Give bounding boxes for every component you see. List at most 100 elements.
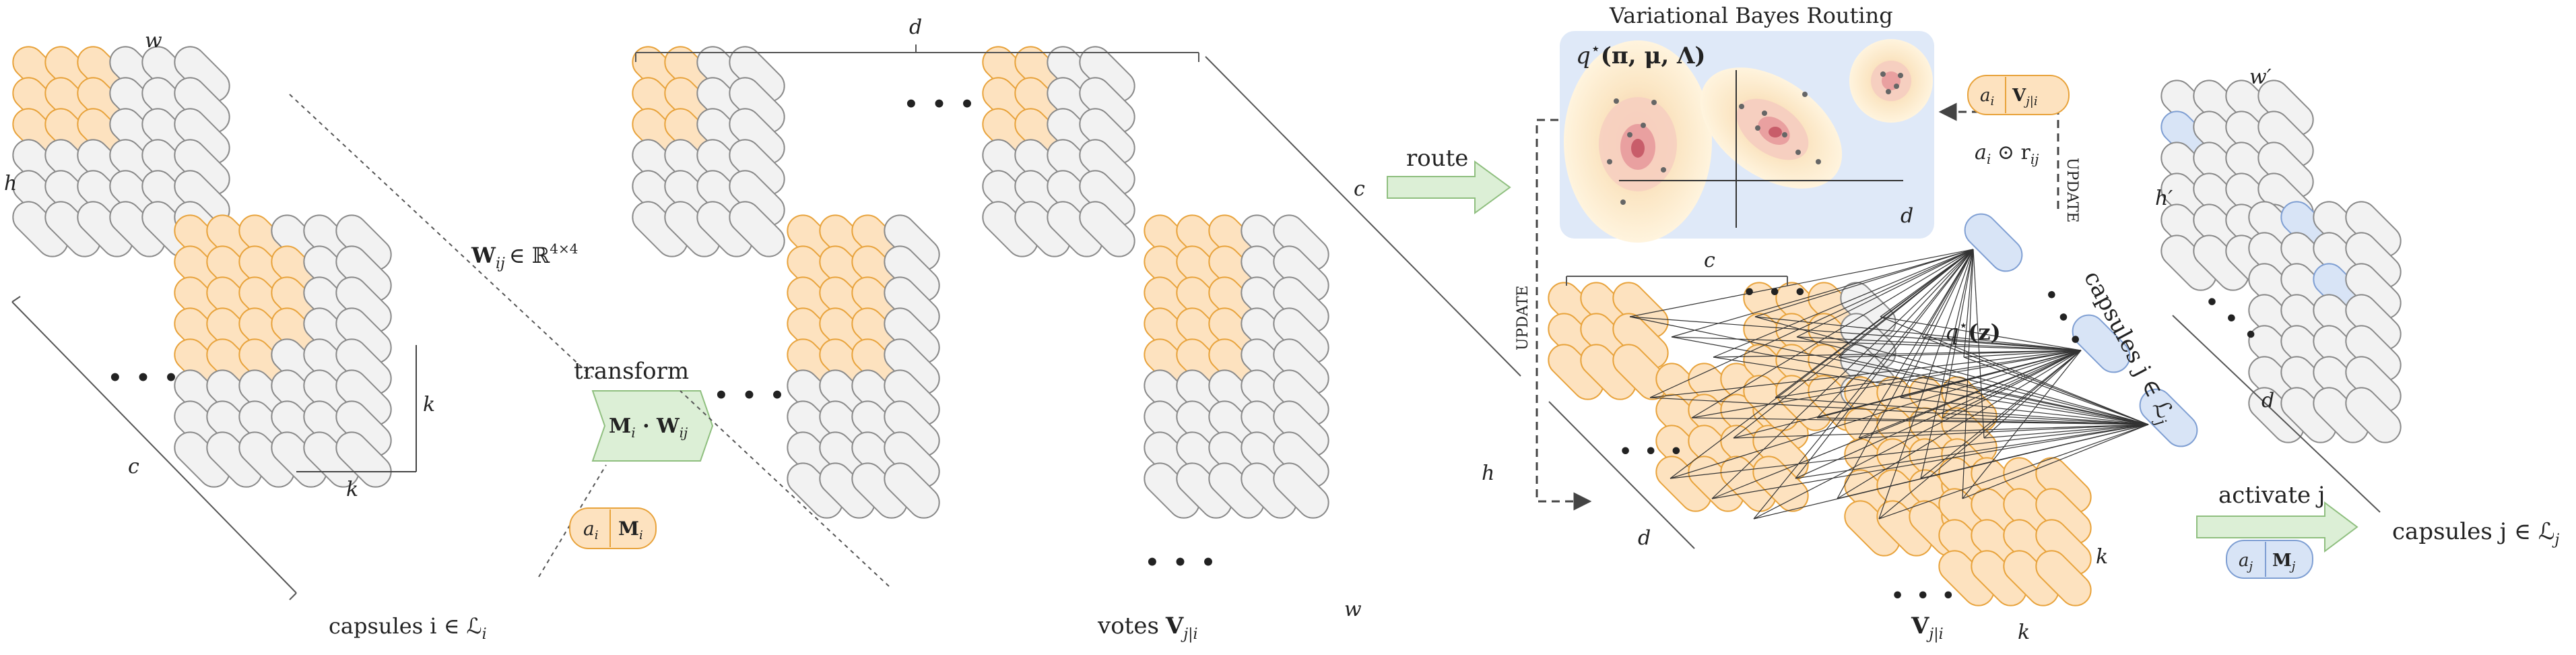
route-section: route bbox=[1387, 145, 1511, 214]
routing-dots-bottom: • • • bbox=[1891, 584, 1957, 608]
routing-d-label: d bbox=[1638, 526, 1651, 550]
input-c-label: c bbox=[128, 455, 139, 478]
routing-line bbox=[1753, 350, 2082, 520]
votes-block-annotations: d c h w • • • • • • votes Vj|i bbox=[635, 15, 1521, 643]
routing-line bbox=[1921, 336, 2149, 425]
vb-point bbox=[1762, 111, 1767, 116]
vote-pose-v: Vj|i bbox=[2012, 86, 2038, 108]
transform-shape bbox=[591, 390, 714, 462]
routing-d-bracket bbox=[1548, 401, 1695, 549]
votes-dashed-link bbox=[680, 390, 890, 587]
vb-point bbox=[1898, 73, 1903, 78]
routing-line bbox=[1691, 417, 2149, 425]
routing-line bbox=[1713, 356, 2149, 425]
vb-point bbox=[1894, 84, 1899, 89]
input-c-bracket-end2 bbox=[289, 592, 297, 600]
parent-capsules bbox=[1964, 213, 2198, 447]
routing-line bbox=[1754, 316, 2082, 351]
routing-line bbox=[1962, 249, 1974, 499]
routing-line bbox=[1962, 424, 2149, 499]
votes-dots-bottom: • • • bbox=[1145, 549, 1218, 576]
votes-c-label: c bbox=[1354, 177, 1365, 201]
vb-title: Variational Bayes Routing bbox=[1609, 3, 1893, 28]
transform-section: transform Mi · Wij ai Mi • • • bbox=[569, 358, 787, 549]
vb-point bbox=[1661, 167, 1666, 173]
routing-line bbox=[1795, 424, 2149, 479]
vb-point bbox=[1739, 104, 1744, 109]
input-dots: • • • bbox=[108, 365, 181, 392]
vb-point bbox=[1641, 123, 1646, 128]
routing-line bbox=[1629, 316, 2082, 351]
routing-line bbox=[1963, 249, 1974, 358]
vb-point bbox=[1614, 98, 1619, 104]
routing-line bbox=[1858, 249, 1974, 439]
input-capsule bbox=[335, 431, 392, 488]
routing-line bbox=[1816, 249, 1974, 418]
input-caption: capsules i ∈ ℒi bbox=[329, 613, 487, 643]
responsibility-label: ai ⊙ rij bbox=[1975, 141, 2039, 167]
kernel-k-vertical: k bbox=[423, 393, 435, 416]
update-label-left: UPDATE bbox=[1515, 286, 1531, 350]
vb-point bbox=[1795, 150, 1801, 155]
route-arrow bbox=[1387, 160, 1511, 214]
parent-capsule bbox=[2139, 388, 2198, 447]
routing-line bbox=[1733, 424, 2149, 439]
activate-label: activate j bbox=[2218, 482, 2325, 509]
vote-pose-pill bbox=[1967, 75, 2070, 115]
transform-formula: Mi · Wij bbox=[609, 414, 688, 441]
weight-matrix-label: Wij ∈ ℝ4×4 bbox=[471, 241, 578, 272]
vote-capsule bbox=[1273, 462, 1329, 519]
routing-dots-top: • • • bbox=[1743, 281, 1809, 305]
routing-line bbox=[1942, 350, 2082, 418]
routing-line bbox=[1796, 336, 2149, 425]
qz-label: q⋆(z) bbox=[1945, 317, 2001, 345]
input-w-label: w bbox=[145, 29, 162, 53]
routing-line bbox=[1920, 350, 2082, 479]
output-pose-a: aj bbox=[2239, 551, 2253, 573]
routing-line bbox=[1796, 249, 1974, 338]
input-pose-a: ai bbox=[583, 518, 598, 542]
routing-line bbox=[1963, 356, 2149, 425]
output-w-label: w′ bbox=[2249, 65, 2272, 89]
routing-line bbox=[1775, 397, 2149, 425]
routing-capsule bbox=[1612, 344, 1669, 400]
routing-line bbox=[1900, 350, 2082, 398]
transform-dots: • • • bbox=[714, 382, 787, 409]
routing-line bbox=[1795, 350, 2082, 479]
routing-line bbox=[1837, 350, 2082, 499]
vb-d-label: d bbox=[1901, 204, 1913, 228]
routing-line bbox=[1649, 397, 2149, 425]
vb-point bbox=[1880, 71, 1886, 77]
input-pose-m: Mi bbox=[618, 518, 643, 542]
routing-line bbox=[1880, 316, 2082, 351]
routing-k-label-2: k bbox=[2018, 621, 2030, 644]
vb-point bbox=[1607, 159, 1612, 164]
vb-point bbox=[1755, 125, 1760, 131]
routing-line bbox=[1983, 350, 2082, 439]
vb-point bbox=[1886, 89, 1891, 94]
input-block-annotations: w h c • • • k k Wij ∈ ℝ4×4 capsules i ∈ ℒ… bbox=[4, 29, 607, 643]
kernel-k-horizontal: k bbox=[346, 478, 358, 501]
routing-line bbox=[1983, 424, 2149, 439]
vb-point bbox=[1651, 100, 1657, 105]
input-c-bracket-end bbox=[11, 296, 21, 303]
output-capsule bbox=[2345, 387, 2402, 443]
vb-routing-panel: Variational Bayes Routing q⋆(π, μ, Λ) d bbox=[1560, 3, 1934, 243]
routing-line bbox=[1921, 336, 2082, 351]
votes-capsule-grid bbox=[632, 46, 1329, 519]
vb-data-points bbox=[1607, 71, 1903, 205]
output-caption: capsules j ∈ ℒj bbox=[2392, 518, 2560, 549]
output-pose-m: Mj bbox=[2272, 551, 2296, 573]
routing-dots-left: • • • bbox=[1619, 440, 1685, 464]
routing-line bbox=[1962, 350, 2082, 499]
vote-pose-a: ai bbox=[1980, 86, 1994, 108]
routing-c-label: c bbox=[1704, 249, 1715, 272]
routing-line bbox=[1629, 316, 2149, 425]
votes-h-label: h bbox=[1482, 462, 1494, 485]
output-h-label: h′ bbox=[2155, 187, 2173, 210]
vb-point bbox=[1620, 199, 1626, 205]
votes-caption: votes Vj|i bbox=[1097, 613, 1198, 643]
routing-capsule bbox=[2035, 550, 2092, 606]
parent-capsule bbox=[1964, 213, 2023, 272]
routing-line bbox=[1691, 249, 1974, 418]
